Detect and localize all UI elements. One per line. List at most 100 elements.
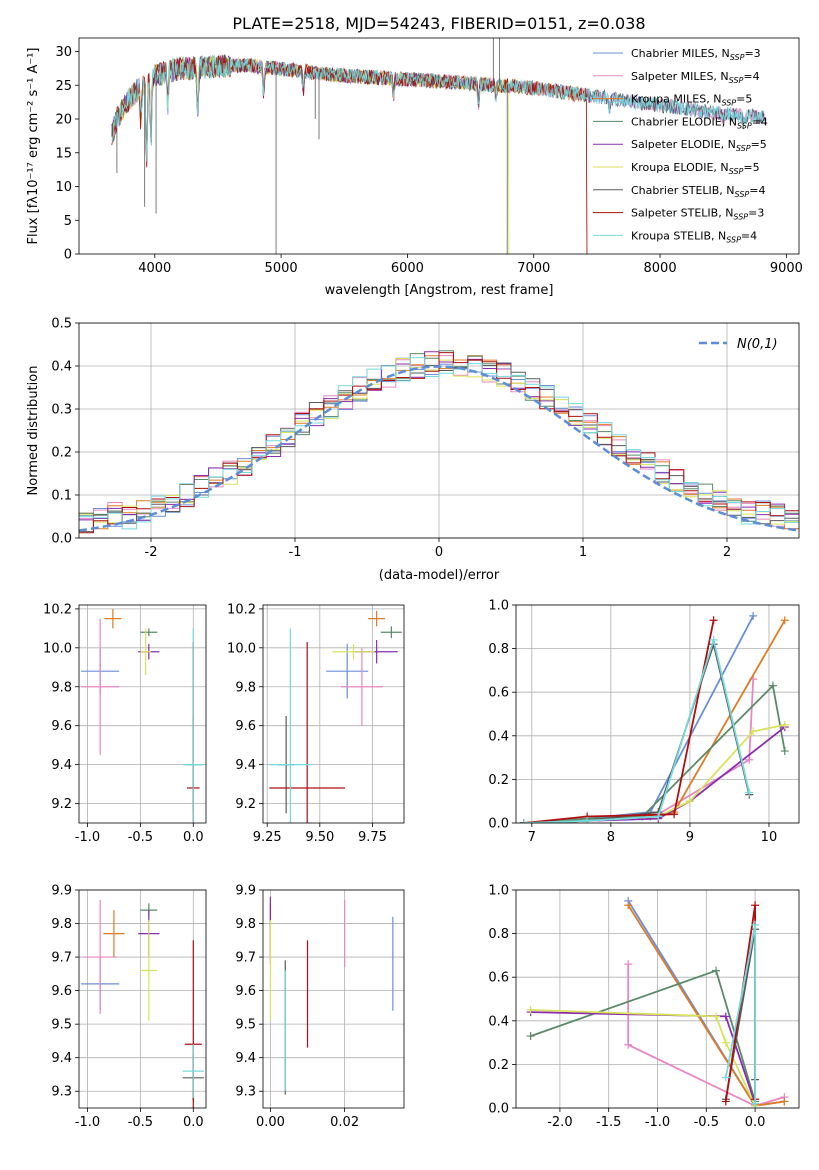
residuals-ytick-label: 0.3 [51,403,72,418]
mass_vs_z-ytick-label: 9.8 [51,917,72,932]
mass-weight-marker [583,816,592,823]
legend-label-main: Salpeter ELODIE, N [631,138,736,151]
weight_vs_z-ytick-label: 0.2 [488,1058,509,1073]
mass_vs_z-ytick-label: 9.7 [51,951,72,966]
spectrum-ytick-label: 5 [64,214,72,229]
mass-weight-line [523,615,754,823]
spectrum-xtick-label: 7000 [517,261,550,276]
legend-label-sub: SSP [729,167,744,176]
legend-label-sub: SSP [733,213,748,222]
mass_vs_z-frame [78,889,207,1109]
age_vs_mass-ytick-label: 9.2 [235,797,256,812]
weight_vs_age-ytick-label: 0.8 [488,642,509,657]
legend-label-end: =3 [744,47,760,60]
age_vs_z-ytick-label: 9.4 [51,758,72,773]
legend-label-end: =4 [749,184,765,197]
spectrum-ytick-label: 10 [55,180,72,195]
mass-weight-marker [745,755,754,764]
mass-weight-marker [751,901,760,910]
mass-weight-line [523,679,755,823]
spectrum-xtick-label: 5000 [265,261,298,276]
age_vs_z-ytick-label: 9.8 [51,680,72,695]
mass-weight-marker [751,920,760,929]
mass-weight-marker [670,810,679,819]
mass_vs_z-xtick-label: -0.5 [128,1115,153,1130]
mass_vs_ebv-ytick-label: 9.6 [235,984,256,999]
weight_vs_z-frame [515,889,800,1109]
legend-label-sub: SSP [736,144,751,153]
age_vs_mass-xtick-label: 9.75 [358,830,387,845]
age_vs_mass-xtick-label: 9.25 [253,830,282,845]
mass-weight-marker [768,681,777,690]
weight_vs_z-axes: -2.0 -1.5 -1.0 -0.5 0.0 0.0 0.2 0.4 0.6 0.8 1.0 [488,884,800,1130]
weight_vs_age-xtick-label: 7 [528,830,536,845]
weight_vs_age-ytick-label: 0.0 [488,817,509,832]
spectrum-series-line [111,55,510,254]
legend-label-text: N(0,1) [737,337,778,352]
mass_vs_z-axes: -1.0 -0.5 0.0 9.3 9.4 9.5 9.6 9.7 9.8 9.9 [51,884,207,1130]
age_vs_z-ytick-label: 9.6 [51,719,72,734]
age_vs_mass-ytick-label: 9.8 [235,680,256,695]
legend-label-sub: SSP [730,53,745,62]
legend-label-end: =4 [752,115,768,128]
age_vs_mass-points [269,610,402,823]
residual-histogram [79,357,799,530]
mass-weight-line [523,683,786,823]
legend-label-end: =4 [741,229,757,242]
age_vs_mass-ytick-label: 10.2 [227,602,256,617]
mass_vs_z-xtick-label: 0.0 [183,1115,204,1130]
spectrum-axes: 4000 5000 6000 7000 8000 9000 0 5 10 15 20 25 30 wave… [26,37,803,298]
weight_vs_age-xtick-label: 9 [686,830,694,845]
mass-weight-line [523,636,751,823]
age_vs_mass-ytick-label: 9.4 [235,758,256,773]
legend-label-end: =4 [743,70,759,83]
age_vs_z-points [81,608,204,823]
legend-label-sub: SSP [737,121,752,130]
residuals-ytick-label: 0.0 [51,532,72,547]
mass-weight-marker [721,1073,730,1082]
weight_vs_age-ytick-label: 1.0 [488,599,509,614]
mass_vs_z-ytick-label: 9.5 [51,1018,72,1033]
weight_vs_z-ytick-label: 0.4 [488,1014,509,1029]
spectrum-ylabel: Flux [fλ10⁻¹⁷ erg cm⁻² s⁻¹ A⁻¹] [26,48,41,245]
mass-weight-marker [624,1040,633,1049]
mass-weight-marker [526,1005,535,1014]
legend-label-main: Chabrier MILES, N [631,47,730,60]
weight_vs_z-xtick-label: -1.5 [596,1115,621,1130]
weight_vs_age-xtick-label: 10 [761,830,778,845]
mass_vs_ebv-frame [262,889,405,1109]
residuals-xlabel: (data-model)/error [379,568,500,583]
age_vs_mass-axes: 9.25 9.50 9.75 9.2 9.4 9.6 9.8 10.0 10.2 [227,602,405,845]
spectrum-ytick-label: 20 [55,113,72,128]
residuals-ytick-label: 0.2 [51,446,72,461]
mass-weight-marker [624,901,633,910]
age_vs_z-ytick-label: 9.2 [51,797,72,812]
legend-label-end: =5 [736,93,752,106]
weight_vs_age-lines [519,611,789,823]
weight_vs_age-xtick-label: 8 [607,830,615,845]
mass-weight-line [523,640,751,823]
spectrum-xtick-label: 6000 [391,261,424,276]
mass_vs_z-ytick-label: 9.4 [51,1051,72,1066]
mass-weight-line [523,620,715,823]
mass_vs_z-ytick-label: 9.9 [51,884,72,899]
legend-label: Kroupa MILES, NSSP=5 [631,93,752,108]
legend-label: Kroupa STELIB, NSSP=4 [631,229,757,244]
mass-weight-marker [780,747,789,756]
legend-label-sub: SSP [729,76,744,85]
legend-label: Chabrier STELIB, NSSP=4 [631,184,765,199]
age_vs_z-xtick-label: -1.0 [75,830,100,845]
mass-weight-line [530,969,756,1102]
spectrum-ytick-label: 0 [64,248,72,263]
weight_vs_age-ytick-label: 0.6 [488,686,509,701]
mass-weight-marker [721,1012,730,1021]
mass-weight-marker [780,1097,789,1106]
mass-weight-line [627,964,785,1107]
legend-label: Salpeter ELODIE, NSSP=5 [631,138,767,153]
age_vs_mass-ytick-label: 10.0 [227,641,256,656]
weight_vs_z-xtick-label: 0.0 [745,1115,766,1130]
mass-weight-marker [519,819,528,823]
residuals-ylabel: Normed distribution [26,366,41,496]
age_vs_mass-xtick-label: 9.50 [305,830,334,845]
spectrum-ytick-label: 30 [55,45,72,60]
